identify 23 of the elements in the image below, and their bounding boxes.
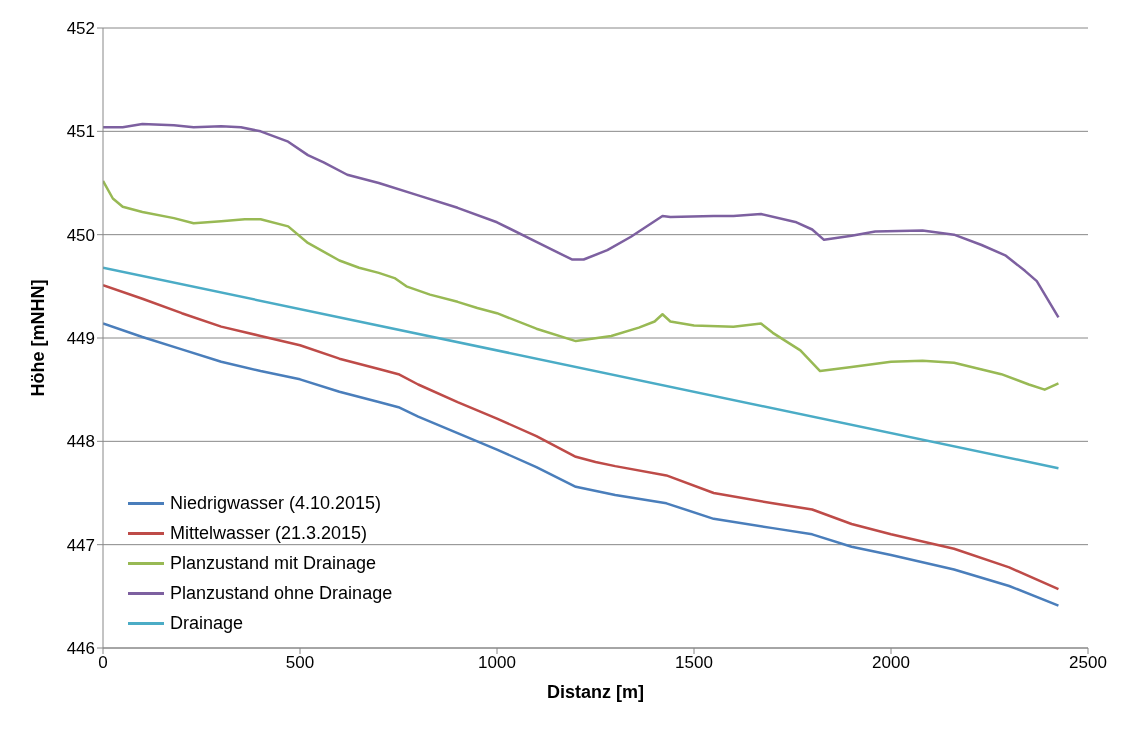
y-tick-label: 450 [66,225,95,245]
line-series [103,179,1060,391]
legend-label: Planzustand ohne Drainage [170,582,393,605]
y-tick-label: 449 [66,329,95,349]
x-tick-label: 0 [98,653,108,673]
y-axis-title: Höhe [mNHN] [28,279,49,397]
legend-label: Drainage [170,612,244,635]
x-tick-label: 1000 [478,653,516,673]
y-tick-label: 451 [66,122,95,142]
x-tick-label: 2000 [872,653,910,673]
legend-label: Mittelwasser (21.3.2015) [170,522,368,545]
line-series [103,122,1060,319]
y-tick-label: 448 [66,432,95,452]
line-series [103,322,1060,607]
legend-label: Niedrigwasser (4.10.2015) [170,492,382,515]
x-axis-title: Distanz [m] [546,682,645,702]
y-tick-label: 447 [66,535,95,555]
y-tick-label: 446 [66,639,95,659]
x-tick-label: 2500 [1069,653,1107,673]
x-tick-label: 1500 [675,653,713,673]
legend-label: Planzustand mit Drainage [170,552,377,575]
x-tick-label: 500 [285,653,315,673]
y-tick-label: 452 [66,19,95,39]
